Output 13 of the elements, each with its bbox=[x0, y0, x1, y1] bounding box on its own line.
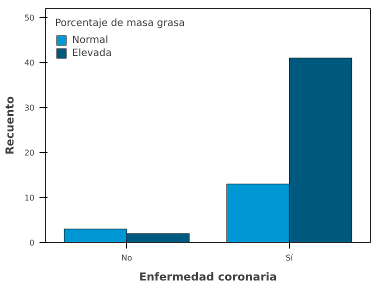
x-axis-title: Enfermedad coronaria bbox=[139, 270, 277, 284]
legend-label: Elevada bbox=[72, 47, 112, 59]
x-tick-label: No bbox=[121, 254, 132, 262]
legend-label: Normal bbox=[72, 34, 108, 46]
y-tick-label: 10 bbox=[24, 194, 35, 202]
y-tick-label: 20 bbox=[24, 148, 35, 158]
legend-title: Porcentaje de masa grasa bbox=[55, 18, 185, 29]
y-tick-label: 40 bbox=[24, 58, 35, 68]
x-tick-label: Sí bbox=[286, 254, 294, 262]
y-tick-label: 50 bbox=[24, 14, 35, 22]
y-axis-title: Recuento bbox=[3, 96, 16, 155]
y-tick-label: 0 bbox=[29, 238, 35, 248]
y-tick-label: 30 bbox=[24, 104, 35, 112]
